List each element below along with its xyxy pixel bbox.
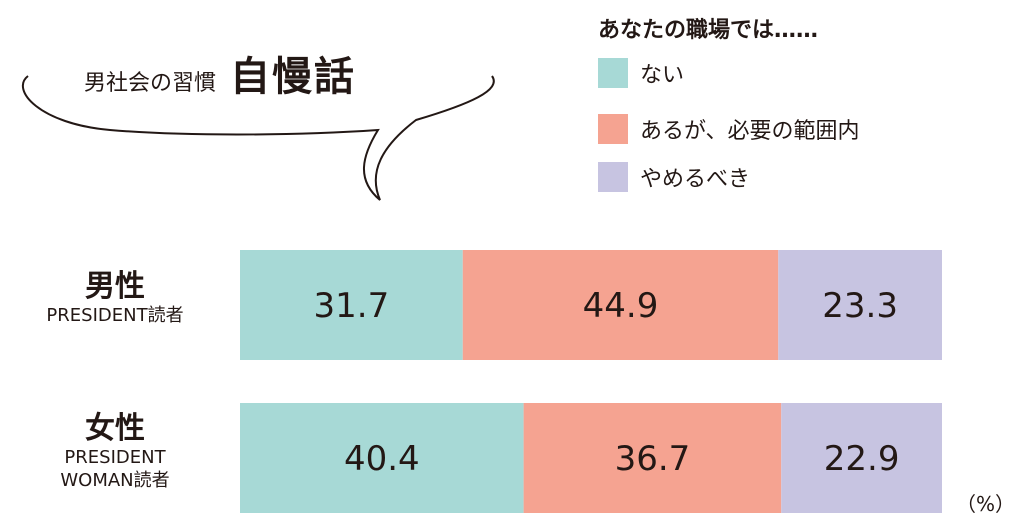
bar-male-none <box>240 250 463 360</box>
row-label-female-sub-line1: PRESIDENT <box>64 447 166 468</box>
row-label-male: 男性 PRESIDENT読者 <box>0 270 230 327</box>
unit-label: （%） <box>956 492 1016 516</box>
value-label-male-none: 31.7 <box>314 286 390 326</box>
row-label-male-sub: PRESIDENT読者 <box>46 305 184 326</box>
bar-male-should-stop <box>778 250 942 360</box>
legend-item-none: ない <box>598 58 684 88</box>
speech-bubble <box>21 75 495 201</box>
value-label-female-should-stop: 22.9 <box>824 439 900 479</box>
legend-label-within-necessary: あるが、必要の範囲内 <box>640 119 860 144</box>
value-label-male-within-necessary: 44.9 <box>583 286 659 326</box>
value-label-female-within-necessary: 36.7 <box>615 439 691 479</box>
legend-swatch-none <box>598 58 628 88</box>
bubble-subtitle: 男社会の習慣 <box>84 71 217 96</box>
speech-bubble-outline <box>21 75 495 201</box>
row-label-female: 女性 PRESIDENT WOMAN読者 <box>0 412 230 492</box>
bubble-text: 男社会の習慣 自慢話 <box>84 44 356 102</box>
bar-female-within-necessary <box>523 403 782 513</box>
bar-female-should-stop <box>781 403 942 513</box>
legend-label-none: ない <box>640 63 685 88</box>
legend-swatch-should-stop <box>598 162 628 192</box>
legend-item-within-necessary: あるが、必要の範囲内 <box>598 114 860 144</box>
row-label-female-sub-line2: WOMAN読者 <box>60 470 170 491</box>
row-label-male-main: 男性 <box>85 269 145 304</box>
value-label-male-should-stop: 23.3 <box>822 286 898 326</box>
bar-female-none <box>240 403 524 513</box>
legend-item-should-stop: やめるべき <box>598 162 750 192</box>
legend-title: あなたの職場では…… <box>598 18 819 43</box>
legend-label-should-stop: やめるべき <box>640 167 751 192</box>
legend-swatch-within-necessary <box>598 114 628 144</box>
row-label-female-main: 女性 <box>85 411 145 446</box>
bubble-title: 自慢話 <box>230 54 357 100</box>
value-label-female-none: 40.4 <box>344 439 420 479</box>
bar-male-within-necessary <box>462 250 779 360</box>
